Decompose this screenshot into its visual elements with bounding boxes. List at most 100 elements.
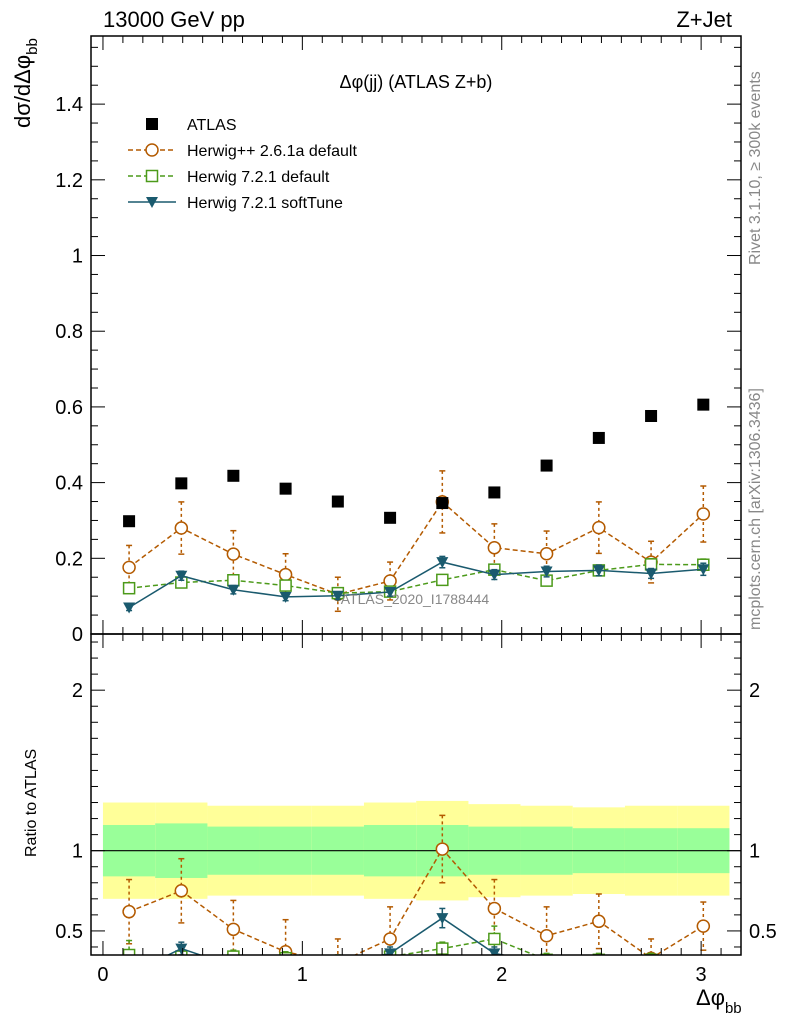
- herwig-721-softtune-ratio-point: [436, 913, 449, 925]
- herwig-721-softtune-point: [488, 569, 501, 581]
- herwigpp-261a-ratio-point: [592, 914, 606, 929]
- atlas-point: [592, 431, 605, 444]
- herwig-721-default-point: [227, 574, 240, 587]
- plot-title: Δφ(jj) (ATLAS Z+b): [340, 72, 493, 92]
- herwig-721-softtune-point: [175, 570, 188, 582]
- herwigpp-261a-ratio-point: [383, 932, 397, 946]
- atlas-point: [540, 459, 553, 472]
- herwig-721-softtune-point: [540, 566, 553, 578]
- energy-label: 13000 GeV pp: [103, 7, 245, 32]
- herwig-721-default-ratio-line: [129, 938, 537, 955]
- legend-marker-herwig-721-default: [145, 169, 159, 183]
- main-y-axis-label: dσ/dΔφbb: [10, 38, 41, 128]
- x-tick-label: 3: [696, 964, 707, 986]
- atlas-point: [227, 469, 240, 482]
- herwig-721-softtune-ratio-point: [384, 948, 397, 955]
- herwig-721-softtune-ratio-line: [166, 917, 508, 955]
- legend-marker-atlas: [146, 118, 158, 130]
- herwig-721-default-point: [436, 573, 449, 587]
- herwig-721-default-ratio-point: [592, 953, 606, 955]
- herwig-721-default-ratio-point: [227, 950, 240, 955]
- herwigpp-261a-point: [696, 507, 711, 521]
- herwig-721-default-line: [129, 563, 704, 594]
- rivet-version-label: Rivet 3.1.10, ≥ 300k events: [747, 71, 764, 265]
- atlas-point: [384, 511, 397, 524]
- legend-marker-herwig-721-softtune: [146, 197, 158, 208]
- mcplots-label: mcplots.cern.ch [arXiv:1306.3436]: [747, 388, 764, 630]
- atlas-point: [488, 486, 501, 499]
- herwig-721-softtune-ratio-point: [123, 969, 135, 980]
- atlas-point: [279, 482, 292, 495]
- ratio-y-tick-label-right: 1: [749, 841, 760, 863]
- herwig-721-softtune-ratio-point: [332, 960, 344, 971]
- ratio-y-tick-label-right: 0.5: [749, 921, 777, 943]
- herwig-721-default-ratio-point: [540, 953, 553, 955]
- herwig-721-softtune-ratio-point: [645, 961, 657, 972]
- herwig-721-default-point: [122, 581, 136, 595]
- main-y-tick-label: 1.2: [55, 170, 83, 192]
- herwig-721-default-ratio-point: [488, 932, 501, 946]
- herwigpp-261a-ratio-point: [435, 842, 450, 856]
- main-y-axis-label-subscript: bb: [24, 38, 41, 55]
- x-tick-label: 1: [297, 964, 308, 986]
- main-y-tick-label: 1: [72, 246, 83, 268]
- herwig-721-default-ratio-point: [122, 948, 136, 955]
- ratio-panel-frame: [90, 633, 742, 956]
- ratio-y-tick-label-right: 2: [749, 680, 760, 702]
- herwig-721-softtune-line: [128, 561, 704, 609]
- x-tick-label: 2: [496, 964, 507, 986]
- herwigpp-261a-point: [487, 540, 502, 555]
- herwig-721-softtune-point: [384, 586, 397, 598]
- herwigpp-261a-point: [539, 547, 554, 561]
- legend: ATLAS Herwig++ 2.6.1a default Herwig 7.2.1…: [128, 117, 357, 212]
- legend-label-atlas: ATLAS: [187, 117, 237, 134]
- herwigpp-261a-ratio-point: [539, 928, 554, 943]
- herwigpp-261a-point: [226, 547, 241, 561]
- x-tick-label: 0: [97, 964, 108, 986]
- legend-label-herwig-721-default: Herwig 7.2.1 default: [187, 169, 330, 186]
- herwigpp-261a-point: [122, 560, 136, 575]
- herwigpp-261a-ratio-point: [487, 901, 502, 916]
- herwig-721-default-ratio-point: [332, 956, 343, 967]
- main-y-tick-label: 0.4: [55, 473, 83, 495]
- herwig-721-softtune-point: [645, 568, 658, 580]
- herwigpp-261a-ratio-line: [128, 847, 704, 955]
- herwig-721-softtune-ratio-point: [488, 948, 501, 955]
- herwig-721-softtune-ratio-point: [593, 963, 605, 974]
- herwigpp-261a-point: [592, 520, 606, 535]
- ratio-y-axis-label: Ratio to ATLAS: [23, 749, 40, 857]
- atlas-point: [175, 477, 188, 490]
- process-label: Z+Jet: [676, 7, 732, 32]
- main-y-tick-label: 0.6: [55, 397, 83, 419]
- analysis-watermark: ATLAS_2020_I1788444: [341, 591, 490, 607]
- herwig-721-softtune-ratio-point: [541, 958, 553, 969]
- herwig-721-softtune-point: [592, 565, 605, 577]
- main-y-tick-label: 0.8: [55, 321, 83, 343]
- herwig-721-default-ratio-point: [644, 953, 658, 955]
- herwigpp-261a-line: [128, 500, 704, 596]
- legend-label-herwigpp-261a: Herwig++ 2.6.1a default: [187, 143, 357, 160]
- herwig-721-default-ratio-point: [279, 951, 292, 955]
- legend-label-herwig-721-softtune: Herwig 7.2.1 softTune: [187, 195, 343, 212]
- main-y-tick-label: 0: [72, 624, 83, 646]
- herwig-721-softtune-point: [227, 584, 240, 596]
- herwig-721-softtune-ratio-point: [227, 961, 239, 972]
- ratio-y-tick-label-left: 2: [72, 680, 83, 702]
- atlas-point: [697, 398, 710, 411]
- x-axis-label: Δφbb: [696, 985, 742, 1017]
- atlas-point: [331, 495, 344, 508]
- main-y-axis-label-text: dσ/dΔφ: [10, 55, 35, 128]
- herwigpp-261a-point: [174, 521, 189, 535]
- herwig-721-softtune-ratio-point: [175, 943, 188, 955]
- herwig-721-softtune-point: [279, 591, 292, 603]
- x-axis-label-subscript: bb: [725, 1000, 742, 1017]
- main-y-tick-label: 1.4: [55, 94, 83, 116]
- x-axis-label-text: Δφ: [696, 985, 725, 1010]
- axis-ticks: 0 1 2 3 0 0.2 0.4 0.6 0.8 1 1.2 1.4 0.5 0.5 1 1 2 2: [55, 36, 777, 986]
- ratio-y-tick-label-left: 0.5: [55, 921, 83, 943]
- herwigpp-261a-point: [383, 574, 397, 588]
- herwig-721-softtune-point: [123, 602, 136, 614]
- herwig-721-softtune-point: [697, 564, 710, 576]
- atlas-point: [436, 497, 449, 510]
